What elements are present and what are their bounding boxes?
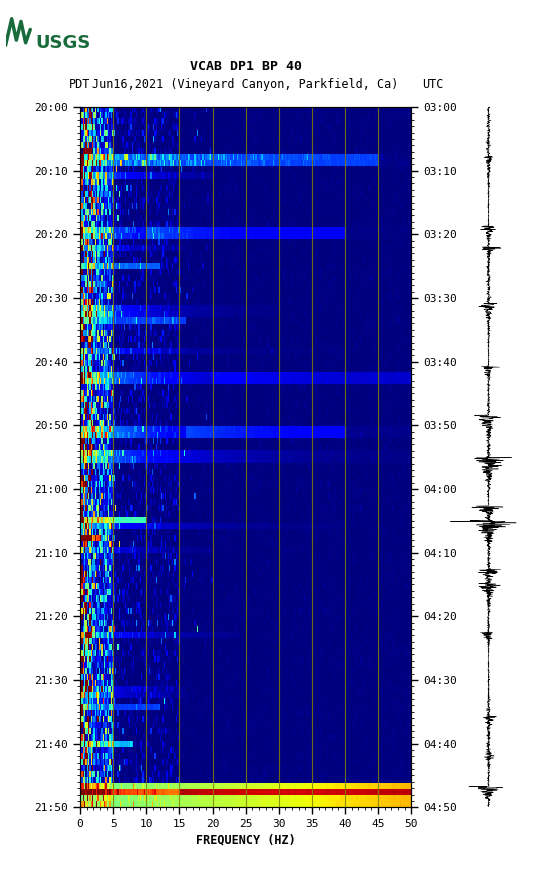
Text: PDT: PDT	[69, 78, 91, 91]
X-axis label: FREQUENCY (HZ): FREQUENCY (HZ)	[196, 833, 295, 847]
Text: VCAB DP1 BP 40: VCAB DP1 BP 40	[190, 61, 301, 73]
Text: UTC: UTC	[422, 78, 444, 91]
Text: USGS: USGS	[35, 34, 91, 52]
Text: Jun16,2021 (Vineyard Canyon, Parkfield, Ca): Jun16,2021 (Vineyard Canyon, Parkfield, …	[92, 78, 399, 91]
